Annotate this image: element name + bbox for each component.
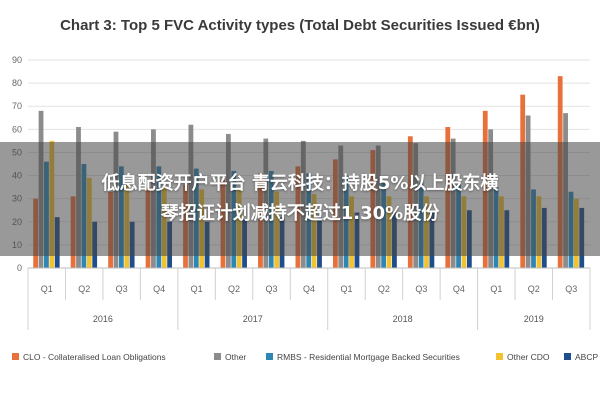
x-tick-label: Q3: [565, 284, 577, 294]
x-tick-label: Q4: [453, 284, 465, 294]
legend-swatch: [564, 353, 571, 360]
legend: CLO - Collateralised Loan Obligations Oth…: [12, 352, 598, 362]
x-tick-label: Q1: [490, 284, 502, 294]
x-axis: Q1 Q2 Q3 Q4 Q1 Q2 Q3 Q4 Q1 Q2 Q3 Q4 Q1 Q2 Q3 2016 2017 20…: [27, 267, 591, 330]
legend-swatch: [214, 353, 221, 360]
headline-text[interactable]: 低息配资开户平台 青云科技：持股5%以上股东横 琴招证计划减持不超过1.30%股…: [10, 169, 590, 229]
x-tick-label: Q3: [116, 284, 128, 294]
legend-label: CLO - Collateralised Loan Obligations: [23, 352, 166, 362]
y-tick-label: 70: [12, 101, 22, 111]
x-tick-label: Q2: [78, 284, 90, 294]
y-tick-label: 60: [12, 124, 22, 134]
x-tick-label: Q2: [378, 284, 390, 294]
x-tick-label: Q3: [266, 284, 278, 294]
legend-label: Other: [225, 352, 246, 362]
chart-title: Chart 3: Top 5 FVC Activity types (Total…: [60, 17, 540, 34]
x-tick-label: Q1: [41, 284, 53, 294]
x-tick-label: Q2: [528, 284, 540, 294]
legend-swatch: [12, 353, 19, 360]
x-tick-label: Q2: [228, 284, 240, 294]
headline-line-1: 低息配资开户平台 青云科技：持股5%以上股东横: [101, 173, 499, 194]
year-label: 2017: [243, 314, 263, 324]
legend-swatch: [496, 353, 503, 360]
year-label: 2018: [393, 314, 413, 324]
legend-label: ABCP: [575, 352, 598, 362]
y-tick-label: 80: [12, 78, 22, 88]
year-label: 2016: [93, 314, 113, 324]
y-tick-label: 90: [12, 55, 22, 65]
x-tick-label: Q4: [303, 284, 315, 294]
y-tick-label: 0: [17, 263, 22, 273]
legend-label: RMBS - Residential Mortgage Backed Secur…: [277, 352, 460, 362]
legend-label: Other CDO: [507, 352, 550, 362]
year-label: 2019: [524, 314, 544, 324]
x-tick-label: Q3: [415, 284, 427, 294]
x-tick-label: Q4: [153, 284, 165, 294]
x-tick-label: Q1: [191, 284, 203, 294]
x-tick-label: Q1: [340, 284, 352, 294]
legend-swatch: [266, 353, 273, 360]
headline-line-2: 琴招证计划减持不超过1.30%股份: [160, 203, 440, 224]
headline-overlay[interactable]: 低息配资开户平台 青云科技：持股5%以上股东横 琴招证计划减持不超过1.30%股…: [0, 142, 600, 256]
